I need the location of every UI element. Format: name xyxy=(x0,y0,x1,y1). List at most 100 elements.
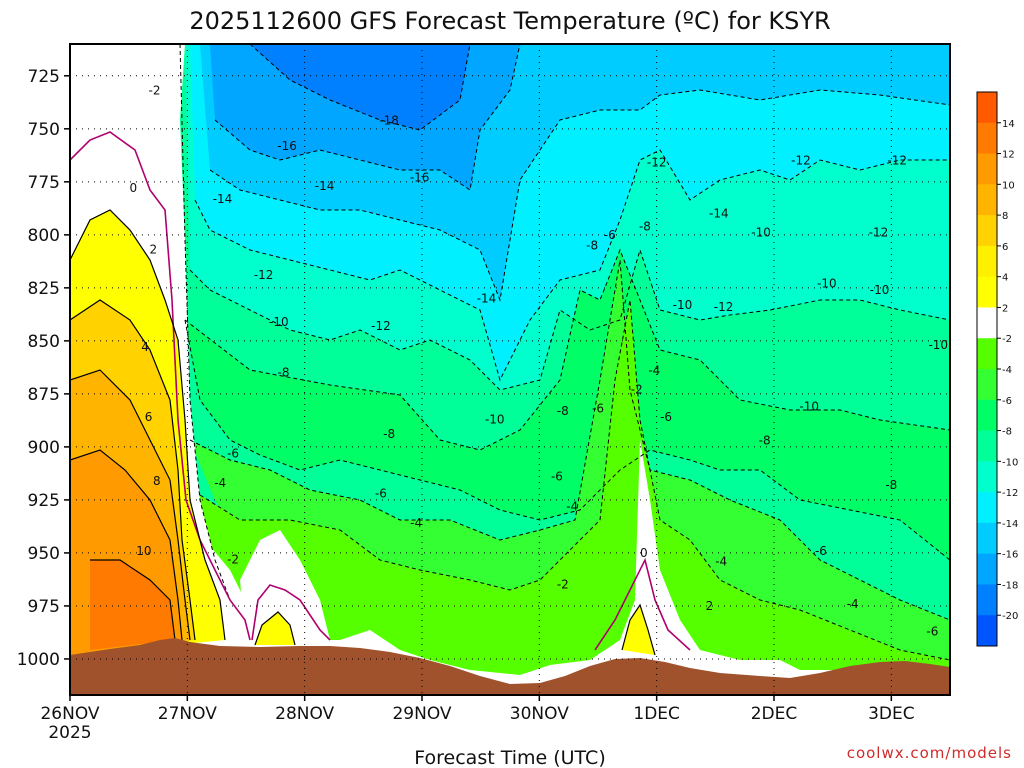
colorbar-segment xyxy=(977,369,997,401)
contour-label: -6 xyxy=(815,544,827,558)
x-tick-label: 27NOV xyxy=(158,704,217,724)
x-tick-label: 1DEC xyxy=(633,704,680,724)
contour-label: -6 xyxy=(592,402,604,416)
contour-label: -4 xyxy=(648,364,660,378)
x-tick-label: 28NOV xyxy=(275,704,334,724)
y-tick-label: 775 xyxy=(28,173,60,193)
colorbar-segment xyxy=(977,184,997,216)
contour-label: -4 xyxy=(715,554,727,568)
colorbar-segment xyxy=(977,245,997,278)
contours-freezing xyxy=(70,131,691,651)
contour-label: -14 xyxy=(709,207,729,221)
colorbar-segment xyxy=(977,122,997,155)
contour-label: -4 xyxy=(410,516,422,530)
contour-label: -14 xyxy=(315,179,335,193)
contour-label: -10 xyxy=(485,412,505,426)
y-tick-label: 750 xyxy=(28,120,60,140)
contour-label: -10 xyxy=(751,226,771,240)
contour-label: -8 xyxy=(639,219,651,233)
contour-line xyxy=(184,319,950,561)
colorbar-label: -4 xyxy=(1002,365,1012,376)
colorbar-label: 8 xyxy=(1002,211,1008,222)
contour-line xyxy=(70,449,183,641)
y-axis: 725 750 775 800 825 850 875 900 925 950 975 1000 xyxy=(17,67,70,670)
contours-solid xyxy=(70,209,656,656)
colorbar-segment xyxy=(977,461,997,493)
colorbar-segment xyxy=(977,430,997,462)
colorbar-label: -12 xyxy=(1002,488,1018,499)
contour-label: -12 xyxy=(887,154,907,168)
band-minus8 xyxy=(185,250,950,560)
contour-line xyxy=(594,557,691,651)
contour-label: -4 xyxy=(847,597,859,611)
contour-label: -2 xyxy=(227,552,239,566)
x-tick-sublabel: 2025 xyxy=(48,723,91,743)
contour-label: -10 xyxy=(870,283,890,297)
contour-label: -2 xyxy=(148,84,160,98)
contour-label: 0 xyxy=(640,546,648,560)
x-tick-label: 30NOV xyxy=(510,704,569,724)
colorbar-segment xyxy=(977,276,997,308)
colorbar-segment xyxy=(977,307,997,339)
contour-line xyxy=(194,149,950,382)
contour-label: -2 xyxy=(631,383,643,397)
y-tick-label: 950 xyxy=(28,544,60,564)
contour-label: -10 xyxy=(799,400,819,414)
colorbar-segment xyxy=(977,584,997,616)
colorbar-label: 6 xyxy=(1002,242,1008,253)
colorbar-label: -10 xyxy=(1002,457,1018,468)
contour-label: -6 xyxy=(604,228,616,242)
contour-label: -4 xyxy=(214,476,226,490)
terrain xyxy=(70,638,950,695)
contour-label: -4 xyxy=(566,499,578,513)
colorbar-segment xyxy=(977,153,997,185)
contour-label: -16 xyxy=(410,171,430,185)
temperature-field xyxy=(70,44,950,695)
contour-label: -12 xyxy=(791,154,811,168)
y-tick-label: 800 xyxy=(28,226,60,246)
contour-label: -8 xyxy=(759,434,771,448)
colorbar: 14 12 10 8 6 4 2 -2 -4 -6 -8 -10 -12 -14 -16 -18 -20 xyxy=(976,91,1018,647)
colorbar-label: -18 xyxy=(1002,580,1018,591)
colorbar-segment xyxy=(977,615,997,647)
contour-label: -6 xyxy=(375,487,387,501)
contours-dashed xyxy=(179,44,950,661)
y-tick-label: 875 xyxy=(28,385,60,405)
y-tick-label: 1000 xyxy=(17,650,60,670)
contour-label: -10 xyxy=(817,277,837,291)
contour-line xyxy=(184,248,950,451)
credit-link[interactable]: coolwx.com/models xyxy=(847,744,1012,762)
contour-line xyxy=(70,131,251,641)
contour-labels: -2 0 2 4 6 8 10 -16 -18 -14 -14 -16 -12 -10 -12 -14 -8 -8… xyxy=(130,84,949,639)
y-tick-label: 725 xyxy=(28,67,60,87)
colorbar-segment xyxy=(977,492,997,524)
contour-line xyxy=(621,603,656,656)
y-tick-label: 975 xyxy=(28,597,60,617)
contour-label: -10 xyxy=(673,298,693,312)
contour-label: -6 xyxy=(926,624,938,638)
contour-line xyxy=(70,299,196,641)
contour-label: -8 xyxy=(885,478,897,492)
colorbar-label: -8 xyxy=(1002,427,1012,438)
contour-line xyxy=(90,559,176,641)
contour-label: -6 xyxy=(660,410,672,424)
colorbar-label: -14 xyxy=(1002,519,1018,530)
contour-label: -6 xyxy=(227,446,239,460)
contour-label: 6 xyxy=(145,410,153,424)
contour-label: 8 xyxy=(153,474,161,488)
y-tick-label: 850 xyxy=(28,332,60,352)
colorbar-label: 12 xyxy=(1002,150,1015,161)
contour-line xyxy=(199,299,950,661)
colorbar-label: 10 xyxy=(1002,180,1015,191)
x-tick-label: 3DEC xyxy=(868,704,915,724)
contour-line xyxy=(70,369,191,641)
colorbar-segment xyxy=(977,522,997,555)
colorbar-label: 2 xyxy=(1002,303,1008,314)
contour-line xyxy=(179,44,231,601)
y-tick-label: 925 xyxy=(28,491,60,511)
contour-line xyxy=(189,259,950,621)
x-tick-label: 26NOV xyxy=(40,704,99,724)
contour-line xyxy=(254,611,296,646)
colorbar-segment xyxy=(977,338,997,370)
